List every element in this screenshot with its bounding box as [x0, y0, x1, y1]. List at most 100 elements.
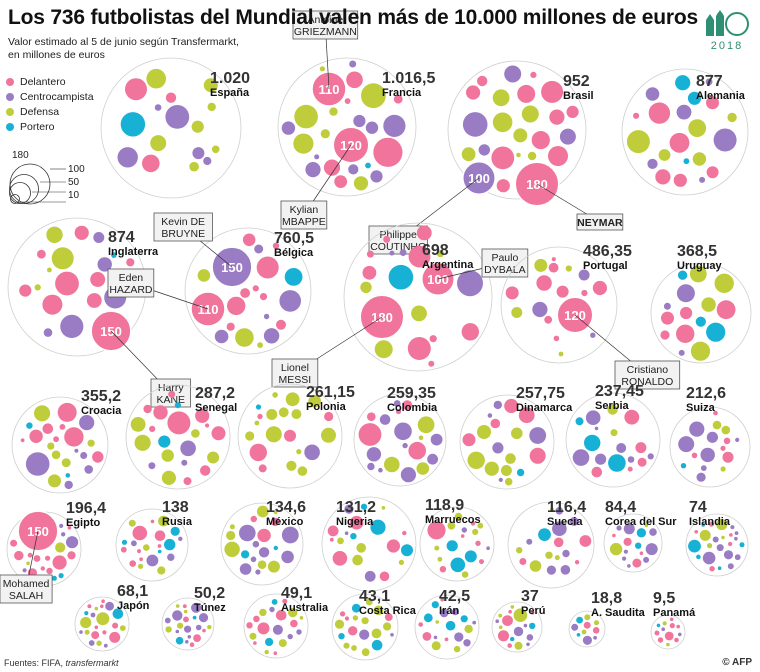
player-bubble — [560, 565, 571, 575]
legend-item-centrocampista: Centrocampista — [6, 89, 94, 104]
player-bubble — [211, 426, 226, 441]
player-bubble — [591, 466, 603, 478]
player-bubble — [437, 556, 443, 562]
player-bubble — [109, 631, 121, 643]
player-bubble — [27, 552, 33, 558]
player-bubble — [513, 626, 524, 637]
player-bubble — [730, 525, 735, 530]
player-bubble — [42, 294, 63, 315]
player-bubble — [529, 622, 536, 630]
player-bubble — [422, 632, 432, 641]
player-bubble — [531, 131, 550, 150]
source-name: transfermarkt — [65, 658, 119, 668]
player-bubble — [721, 425, 731, 435]
player-bubble — [656, 623, 661, 628]
team-circle — [491, 601, 543, 653]
team-circle — [237, 383, 343, 489]
player-bubble — [26, 422, 33, 429]
player-bubble — [633, 112, 640, 119]
player-bubble — [558, 351, 564, 357]
team-circle — [321, 496, 417, 592]
player-bubble — [439, 608, 449, 618]
player-bubble — [593, 635, 597, 640]
player-bubble — [565, 265, 572, 272]
team-circle — [74, 596, 130, 652]
size-legend-circle — [10, 194, 20, 204]
player-bubble — [365, 162, 371, 169]
player-bubble — [103, 643, 108, 648]
player-bubble — [464, 624, 473, 634]
player-bubble — [255, 569, 261, 575]
player-bubble — [22, 568, 27, 573]
player-bubble — [706, 96, 719, 110]
player-bubble — [105, 601, 114, 611]
team-value-label: 118,9 — [425, 497, 464, 514]
team-name-label: Corea del Sur — [605, 516, 677, 528]
callout-name: RONALDO — [621, 376, 673, 388]
afp-credit: © AFP — [722, 657, 752, 668]
player-bubble — [705, 78, 713, 86]
legend-item-defensa: Defensa — [6, 104, 94, 119]
player-bubble — [178, 536, 183, 541]
team-name-label: Senegal — [195, 402, 237, 414]
player-bubble — [623, 523, 635, 535]
player-bubble — [143, 544, 150, 551]
player-bubble — [549, 109, 565, 125]
player-bubble — [362, 265, 377, 280]
player-bubble — [34, 284, 41, 291]
player-bubble — [521, 105, 539, 123]
player-bubble — [143, 404, 152, 414]
player-bubble — [709, 566, 715, 572]
player-bubble — [677, 270, 688, 280]
player-bubble — [550, 507, 554, 512]
team-value-label: 237,45 — [595, 383, 644, 400]
size-legend-circle — [9, 174, 39, 204]
team-circle — [447, 60, 587, 200]
team-circle — [621, 68, 749, 196]
team-group: 18,8A. Saudita — [568, 590, 646, 648]
player-bubble — [180, 440, 196, 457]
player-bubble — [129, 560, 136, 567]
player-bubble — [645, 543, 658, 556]
player-bubble — [137, 549, 141, 554]
player-bubble — [281, 121, 296, 135]
player-bubble — [43, 328, 53, 337]
player-bubble — [553, 537, 564, 548]
player-bubble — [183, 477, 192, 486]
player-bubble — [504, 398, 519, 414]
player-bubble — [690, 341, 711, 361]
player-bubble — [530, 71, 537, 78]
player-bubble — [714, 273, 734, 293]
player-bubble — [464, 550, 477, 563]
player-bubble — [688, 539, 701, 553]
player-bubble — [498, 477, 503, 482]
callout-name: SALAH — [9, 590, 43, 602]
player-bubble — [281, 526, 299, 544]
player-bubble — [661, 627, 665, 631]
player-bubble — [51, 450, 61, 460]
size-legend-label: 10 — [68, 190, 80, 201]
player-bubble — [527, 151, 537, 161]
player-bubble — [371, 628, 382, 639]
player-bubble — [361, 83, 386, 109]
player-bubble — [647, 158, 658, 169]
player-bubble — [263, 313, 270, 320]
player-bubble — [495, 619, 500, 623]
player-bubble — [727, 563, 734, 570]
star-player-value: 180 — [371, 310, 393, 325]
player-bubble — [439, 566, 447, 573]
player-bubble — [517, 84, 536, 103]
world-cup-logo: 2018 — [706, 10, 749, 52]
player-bubble — [242, 233, 256, 247]
player-bubble — [552, 521, 567, 536]
player-bubble — [408, 245, 431, 268]
player-bubble — [254, 244, 264, 254]
player-bubble — [394, 422, 412, 441]
player-bubble — [146, 554, 159, 567]
player-bubble — [664, 631, 674, 641]
size-legend-circle — [9, 163, 51, 205]
player-bubble — [616, 443, 627, 453]
player-bubble — [571, 623, 579, 631]
